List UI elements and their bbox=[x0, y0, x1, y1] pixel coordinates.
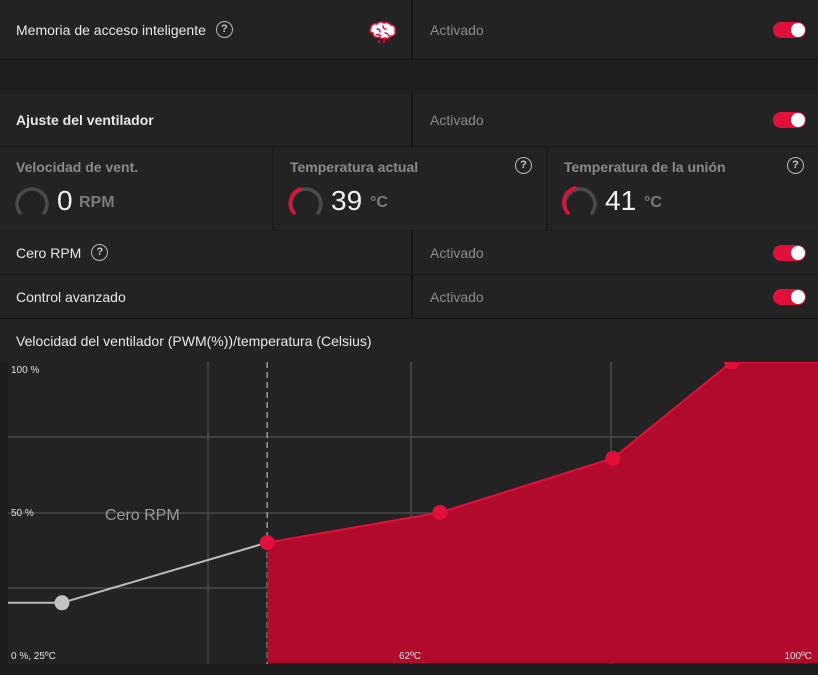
toggle-knob bbox=[791, 22, 805, 37]
fan-curve-title: Velocidad del ventilador (PWM(%))/temper… bbox=[0, 319, 818, 362]
fan-tuning-status: Activado bbox=[430, 112, 484, 128]
current-temperature-unit: °C bbox=[370, 194, 388, 211]
smart-access-memory-toggle[interactable] bbox=[773, 21, 806, 38]
junction-temperature-value: 41 bbox=[605, 185, 637, 216]
smart-access-memory-status: Activado bbox=[430, 21, 484, 38]
zero-rpm-toggle[interactable] bbox=[773, 244, 806, 261]
junction-temperature-unit: °C bbox=[644, 194, 662, 211]
fan-curve-chart[interactable]: 100 % 50 % 0 %, 25ºC 62ºC 100ºC Cero RPM bbox=[8, 362, 818, 664]
fan-speed-gauge-icon bbox=[15, 187, 49, 215]
current-temperature-metric: Temperatura actual ? 39 °C bbox=[274, 147, 546, 230]
curve-control-point[interactable] bbox=[54, 595, 70, 611]
zero-rpm-status: Activado bbox=[430, 244, 484, 261]
smart-access-memory-row: Memoria de acceso inteligente ? Activado bbox=[0, 0, 818, 60]
toggle-knob bbox=[791, 113, 805, 127]
toggle-knob bbox=[791, 289, 805, 304]
advanced-control-label: Control avanzado bbox=[16, 288, 126, 305]
zero-rpm-region-label: Cero RPM bbox=[105, 507, 180, 524]
y-axis-mid-label: 50 % bbox=[11, 508, 34, 519]
junction-temperature-label: Temperatura de la unión bbox=[564, 159, 726, 175]
x-axis-mid-label: 62ºC bbox=[399, 651, 421, 662]
advanced-control-status-cell: Activado bbox=[411, 275, 818, 318]
current-temperature-label: Temperatura actual bbox=[290, 159, 419, 175]
junction-temperature-gauge-icon bbox=[562, 186, 597, 215]
advanced-control-row: Control avanzado Activado bbox=[0, 275, 818, 319]
fan-metrics: Velocidad de vent. 0 RPM Temperatura act… bbox=[0, 147, 818, 230]
zero-rpm-label-cell: Cero RPM ? bbox=[0, 231, 410, 274]
advanced-control-label-cell: Control avanzado bbox=[0, 275, 410, 318]
junction-temperature-metric: Temperatura de la unión ? 41 °C bbox=[548, 147, 818, 230]
help-icon[interactable]: ? bbox=[515, 157, 532, 174]
fan-tuning-label-cell: Ajuste del ventilador bbox=[0, 94, 410, 146]
curve-control-point[interactable] bbox=[432, 505, 448, 520]
fan-tuning-row: Ajuste del ventilador Activado bbox=[0, 94, 818, 147]
smart-access-memory-label-cell: Memoria de acceso inteligente ? bbox=[0, 0, 410, 59]
fan-tuning-status-cell: Activado bbox=[411, 94, 818, 146]
help-icon[interactable]: ? bbox=[91, 244, 109, 261]
current-temperature-value: 39 bbox=[331, 185, 363, 216]
fan-tuning-toggle[interactable] bbox=[773, 112, 806, 128]
fan-tuning-label: Ajuste del ventilador bbox=[16, 112, 154, 128]
y-axis-top-label: 100 % bbox=[11, 365, 40, 376]
zero-rpm-status-cell: Activado bbox=[411, 231, 818, 274]
curve-control-point[interactable] bbox=[724, 362, 740, 370]
help-icon[interactable]: ? bbox=[787, 157, 804, 174]
fan-speed-metric: Velocidad de vent. 0 RPM bbox=[0, 147, 272, 230]
x-axis-max-label: 100ºC bbox=[784, 651, 812, 662]
curve-control-point[interactable] bbox=[605, 450, 621, 466]
fan-curve-svg[interactable] bbox=[8, 362, 818, 664]
help-icon[interactable]: ? bbox=[215, 21, 233, 38]
current-temperature-gauge-icon bbox=[288, 187, 323, 215]
smart-access-memory-label: Memoria de acceso inteligente bbox=[16, 21, 206, 38]
toggle-knob bbox=[791, 245, 805, 260]
zero-rpm-curve-segment bbox=[8, 541, 268, 604]
fan-speed-value: 0 bbox=[57, 185, 73, 216]
fan-speed-label: Velocidad de vent. bbox=[16, 159, 139, 175]
smart-access-memory-status-cell: Activado bbox=[411, 0, 818, 59]
advanced-control-toggle[interactable] bbox=[773, 288, 806, 305]
fan-speed-unit: RPM bbox=[79, 194, 115, 211]
advanced-control-status: Activado bbox=[430, 288, 484, 305]
fan-curve-area bbox=[267, 362, 818, 663]
x-axis-origin-label: 0 %, 25ºC bbox=[11, 651, 56, 662]
curve-control-point[interactable] bbox=[259, 535, 275, 551]
zero-rpm-row: Cero RPM ? Activado bbox=[0, 231, 818, 275]
brain-icon bbox=[369, 21, 396, 43]
zero-rpm-label: Cero RPM bbox=[16, 244, 82, 261]
section-gap bbox=[0, 60, 818, 94]
